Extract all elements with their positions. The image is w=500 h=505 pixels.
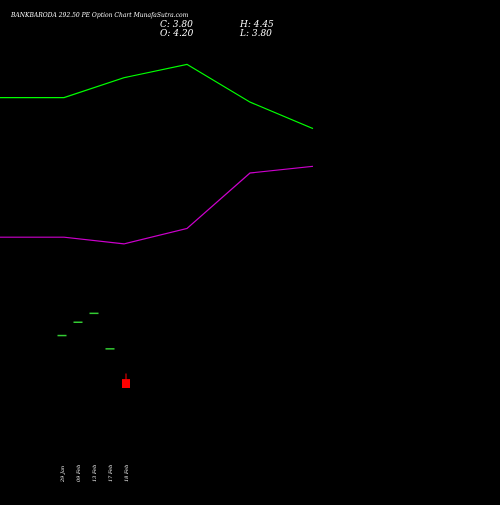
x-tick-label: 29 Jan bbox=[60, 466, 66, 483]
high-value: H: 4.45 bbox=[239, 20, 274, 30]
x-tick-label: 18 Feb bbox=[124, 465, 130, 482]
candle-body bbox=[73, 321, 83, 323]
chart-title: BANKBARODA 292.50 PE Option Chart Munafa… bbox=[10, 12, 189, 19]
candle-body bbox=[122, 379, 130, 388]
bands-layer bbox=[0, 63, 314, 245]
x-axis-ticks: 29 Jan 09 Feb 13 Feb 17 Feb 18 Feb bbox=[60, 465, 130, 483]
upper-band-line bbox=[0, 63, 314, 130]
candle-1 bbox=[73, 321, 83, 323]
candles-layer bbox=[57, 312, 130, 388]
candle-3 bbox=[105, 348, 115, 350]
candle-0 bbox=[57, 334, 67, 337]
x-tick-label: 09 Feb bbox=[76, 465, 82, 482]
candle-2 bbox=[89, 312, 99, 315]
candle-4 bbox=[122, 373, 130, 388]
candle-body bbox=[105, 348, 115, 350]
open-value: O: 4.20 bbox=[160, 29, 194, 39]
x-tick-label: 13 Feb bbox=[92, 465, 98, 482]
lower-band-line bbox=[0, 165, 314, 245]
candle-body bbox=[57, 334, 67, 337]
close-value: C: 3.80 bbox=[160, 20, 193, 30]
x-tick-label: 17 Feb bbox=[108, 465, 114, 482]
candle-body bbox=[89, 312, 99, 315]
low-value: L: 3.80 bbox=[239, 29, 272, 39]
